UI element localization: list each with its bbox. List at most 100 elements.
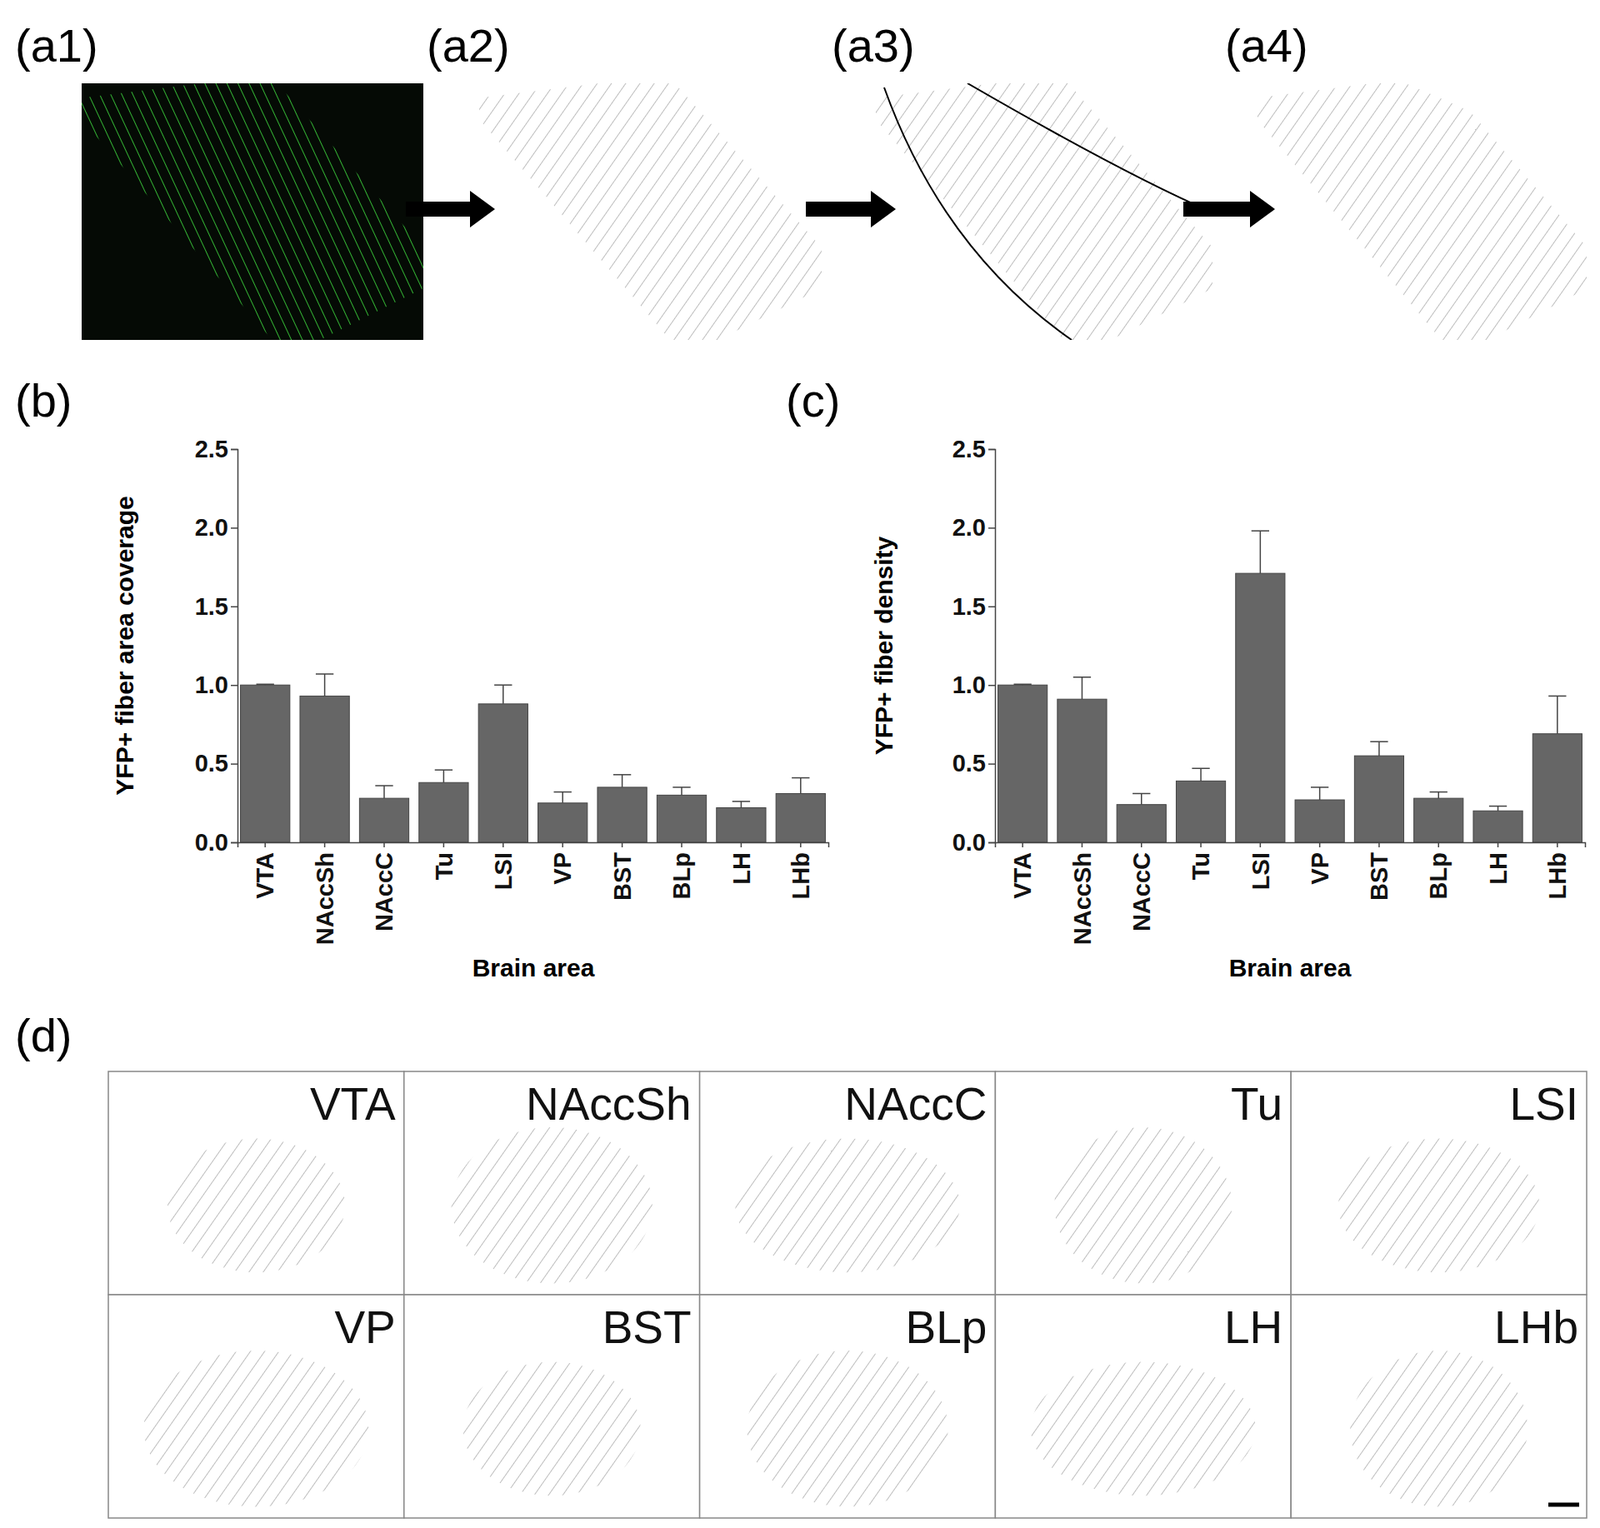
bar xyxy=(478,704,528,843)
tick: 1.0 xyxy=(195,671,238,699)
tick-mark xyxy=(502,842,505,848)
image-border xyxy=(700,1295,996,1519)
tick: 0.0 xyxy=(952,829,995,856)
tick-label: LH xyxy=(1485,852,1512,885)
region-image: VTA xyxy=(108,1071,405,1295)
fiber-texture xyxy=(144,1350,370,1508)
fiber-texture xyxy=(167,1138,345,1273)
tick-mark xyxy=(264,842,266,848)
tick-mark xyxy=(1021,842,1024,848)
tick: VTA xyxy=(1009,842,1036,900)
error-stem xyxy=(800,778,802,795)
image-border xyxy=(995,1295,1291,1519)
panel-label: (b) xyxy=(15,374,72,427)
tick: Tu xyxy=(430,842,458,880)
fiber-texture xyxy=(451,1127,653,1285)
error-cap xyxy=(1489,805,1507,808)
error-bar xyxy=(315,674,334,696)
tick: LSI xyxy=(490,842,517,890)
tick: Tu xyxy=(1187,842,1215,880)
error-stem xyxy=(1140,793,1143,805)
error-stem xyxy=(1200,768,1202,781)
tick: 0.0 xyxy=(195,829,238,856)
tick-label: NAccC xyxy=(1128,852,1155,932)
tick: BLp xyxy=(668,842,695,900)
x-axis-title: Brain area xyxy=(472,954,595,982)
error-cap xyxy=(1548,695,1566,698)
region-label: NAccSh xyxy=(525,1078,692,1130)
error-stem xyxy=(383,785,385,799)
region-image: NAccSh xyxy=(404,1071,700,1295)
tick-mark xyxy=(988,527,995,530)
error-stem xyxy=(1378,741,1380,756)
error-stem xyxy=(1081,677,1084,700)
tick-label: 2.0 xyxy=(952,514,986,541)
error-bar xyxy=(672,787,690,795)
image-background xyxy=(700,1295,996,1519)
roi-line xyxy=(967,83,1213,213)
error-cap xyxy=(1014,684,1032,686)
axis-line xyxy=(238,843,830,849)
tick-mark xyxy=(561,842,564,848)
tick: VP xyxy=(1306,842,1334,885)
panel-label: (a4) xyxy=(1225,19,1309,72)
error-stem xyxy=(1497,806,1500,812)
tick: 2.5 xyxy=(195,435,238,463)
region-label: LH xyxy=(1224,1301,1283,1354)
panel-label: (c) xyxy=(785,374,840,427)
tick-mark xyxy=(1200,842,1202,848)
region-image: Tu xyxy=(995,1071,1291,1295)
tick-mark xyxy=(680,842,683,848)
region-image: NAccC xyxy=(700,1071,996,1295)
tick-mark xyxy=(1556,842,1559,848)
tick-mark xyxy=(230,685,238,687)
region-grid: VTANAccShNAccCTuLSIVPBSTBLpLHLHb xyxy=(108,1071,1587,1519)
image-background xyxy=(108,1071,405,1295)
error-stem xyxy=(740,801,743,809)
tick-mark xyxy=(383,842,385,848)
bar-chart: 0.00.51.01.52.02.5VTANAccShNAccCTuLSIVPB… xyxy=(110,435,830,982)
tick-label: 0.5 xyxy=(952,750,986,777)
region-label: VP xyxy=(334,1301,395,1354)
tick-mark xyxy=(988,606,995,609)
region-label: NAccC xyxy=(844,1078,987,1130)
tick-mark xyxy=(621,842,624,848)
tick: VP xyxy=(549,842,576,885)
tick: VTA xyxy=(251,842,279,900)
fiber-texture xyxy=(1350,1350,1528,1508)
fiber-band xyxy=(875,83,1213,340)
tick-mark xyxy=(800,842,802,848)
fiber-texture xyxy=(746,1350,948,1508)
tick-mark xyxy=(324,842,326,848)
error-bar xyxy=(1430,792,1448,800)
error-bar xyxy=(1489,806,1507,812)
axis-line xyxy=(995,843,1586,849)
error-stem xyxy=(561,792,564,804)
error-stem xyxy=(1319,787,1321,800)
tick-label: LSI xyxy=(1247,852,1275,890)
y-axis: 0.00.51.01.52.02.5 xyxy=(952,435,996,856)
bar xyxy=(538,803,588,843)
tick-label: NAccSh xyxy=(1069,852,1096,945)
tick: 1.5 xyxy=(952,593,995,620)
error-bar xyxy=(1548,695,1566,734)
error-bar xyxy=(1191,768,1210,781)
image-border xyxy=(1290,1071,1587,1295)
tick-mark xyxy=(1319,842,1321,848)
image-background xyxy=(404,1071,700,1295)
error-cap xyxy=(1370,740,1388,743)
tick-label: NAccSh xyxy=(311,852,339,945)
error-cap xyxy=(613,774,631,776)
tick: BST xyxy=(1365,842,1393,901)
tick-label: BST xyxy=(1365,852,1393,901)
bar xyxy=(1116,805,1166,843)
tick-mark xyxy=(988,685,995,687)
bar xyxy=(1414,798,1464,843)
error-bar xyxy=(1014,684,1032,686)
error-stem xyxy=(1437,792,1440,800)
error-cap xyxy=(672,786,690,789)
tick-mark xyxy=(230,842,238,845)
error-stem xyxy=(1556,695,1559,734)
image-border xyxy=(108,1071,405,1295)
tick: LHb xyxy=(1544,842,1571,900)
